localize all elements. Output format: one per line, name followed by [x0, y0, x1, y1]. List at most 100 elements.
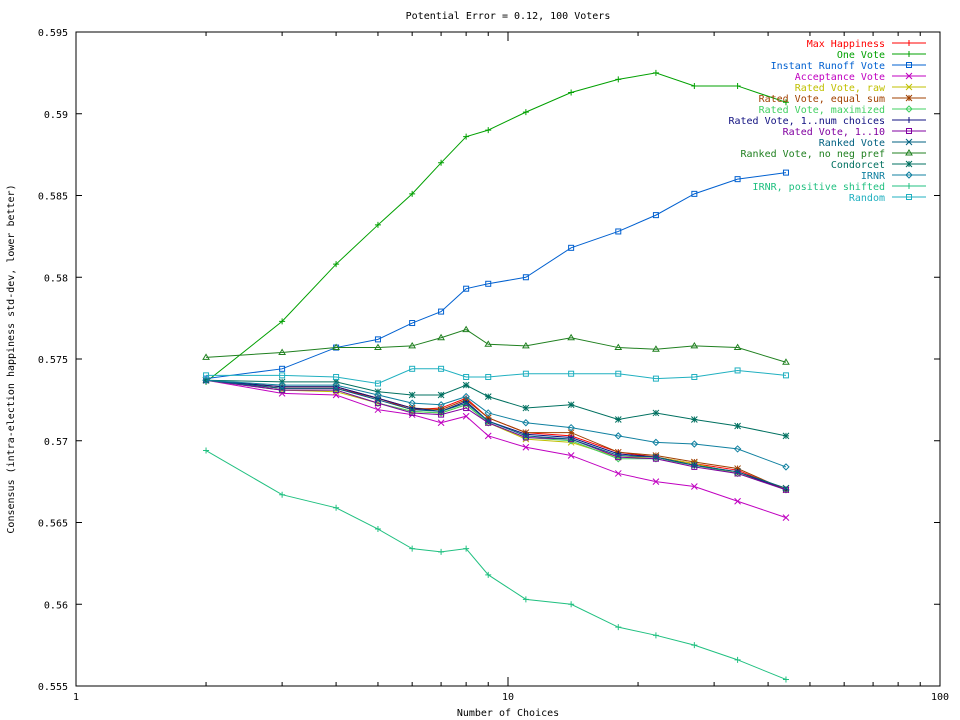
series-line [205, 72, 787, 383]
data-point [462, 325, 471, 333]
data-point [438, 159, 445, 166]
data-point [782, 484, 790, 492]
data-point [734, 656, 741, 663]
legend-marker [906, 40, 912, 46]
data-point [690, 440, 699, 448]
legend-marker [906, 183, 912, 189]
legend-label: Instant Runoff Vote [771, 61, 885, 72]
data-point [522, 434, 529, 441]
data-point [691, 642, 698, 649]
series-rated-vote-1-num-choices [203, 377, 789, 493]
data-point [615, 76, 622, 83]
data-point [690, 483, 698, 490]
data-point [409, 545, 416, 552]
x-tick-label: 1 [73, 692, 79, 703]
data-point [374, 406, 382, 414]
data-point [437, 391, 445, 399]
y-tick-label: 0.59 [44, 110, 68, 121]
series-ranked-vote-no-neg-pref [202, 325, 790, 365]
data-point [463, 285, 470, 292]
chart-title: Potential Error = 0.12, 100 Voters [406, 11, 611, 22]
data-point [734, 465, 741, 472]
data-point [333, 261, 340, 268]
y-tick-label: 0.595 [38, 28, 68, 39]
legend-label: IRNR [861, 171, 886, 182]
legend-label: Rated Vote, 1..10 [783, 127, 885, 138]
data-point [567, 435, 575, 443]
y-tick-label: 0.555 [38, 682, 68, 693]
data-point [652, 478, 660, 485]
data-point [438, 365, 445, 372]
data-point [438, 308, 445, 315]
y-tick-label: 0.56 [44, 600, 68, 611]
data-point [614, 432, 622, 440]
data-point [279, 491, 286, 498]
data-point [374, 221, 381, 228]
series-line [205, 379, 787, 489]
data-point [691, 373, 698, 380]
data-point [279, 372, 286, 379]
data-point [462, 392, 470, 401]
legend-marker [905, 171, 913, 179]
data-point [485, 127, 492, 134]
data-point [652, 375, 659, 382]
series-line [205, 379, 787, 491]
data-point [652, 453, 660, 461]
data-point [522, 419, 530, 427]
data-point [485, 280, 492, 287]
series-line [205, 172, 787, 380]
data-point [691, 190, 698, 197]
legend-label: Random [849, 193, 885, 204]
data-point [374, 526, 381, 533]
data-point [333, 373, 340, 380]
data-point [782, 432, 790, 440]
data-point [374, 400, 381, 407]
data-point [437, 419, 445, 427]
y-tick-label: 0.565 [38, 519, 68, 530]
data-point [374, 343, 382, 351]
legend-marker [905, 83, 913, 91]
data-point [408, 399, 416, 407]
data-point [332, 381, 340, 389]
data-point [782, 514, 790, 521]
legend-label: Rated Vote, raw [795, 83, 886, 94]
data-point [463, 373, 470, 380]
data-point [734, 470, 741, 477]
data-point [734, 176, 741, 183]
data-point [462, 412, 470, 420]
data-point [521, 341, 530, 349]
x-tick-label: 10 [502, 692, 514, 703]
data-point [567, 333, 576, 341]
y-tick-label: 0.575 [38, 355, 68, 366]
data-point [203, 447, 210, 454]
data-point [374, 391, 382, 399]
legend-label: Rated Vote, equal sum [759, 94, 885, 105]
data-point [568, 370, 575, 377]
data-point [202, 353, 210, 360]
data-point [484, 409, 492, 417]
series-rated-vote-maximized [202, 376, 790, 494]
data-point [567, 429, 575, 436]
legend-marker [905, 72, 913, 80]
data-point [615, 228, 622, 235]
y-tick-label: 0.585 [38, 192, 68, 203]
data-point [278, 348, 286, 355]
series-line [206, 329, 787, 363]
x-tick-label: 100 [931, 692, 949, 703]
data-point [782, 486, 789, 493]
data-point [438, 548, 445, 555]
data-point [782, 358, 790, 365]
data-point [463, 545, 470, 552]
data-point [652, 345, 660, 352]
data-point [652, 409, 660, 417]
legend-marker [906, 117, 912, 123]
data-point [615, 624, 622, 631]
data-point [485, 419, 492, 426]
data-point [734, 367, 741, 374]
data-point [437, 333, 445, 341]
data-point [652, 212, 659, 219]
legend-marker [906, 194, 912, 200]
data-point [652, 69, 659, 76]
data-point [462, 381, 470, 389]
series-one-vote [203, 69, 789, 385]
